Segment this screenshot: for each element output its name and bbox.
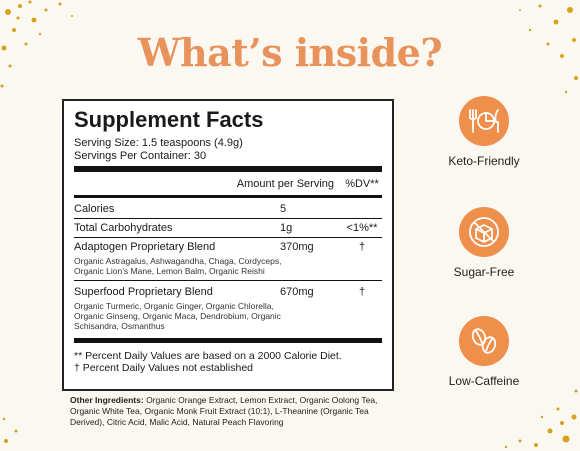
nutrient-amount: 370mg <box>280 241 314 253</box>
facts-row-calories: Calories 5 <box>74 200 382 218</box>
facts-row-superfood-blend: Superfood Proprietary Blend 670mg † <box>74 281 382 301</box>
serving-size: Serving Size: 1.5 teaspoons (4.9g) <box>74 137 243 149</box>
divider-thick <box>74 338 382 343</box>
nutrient-amount: 670mg <box>280 286 314 298</box>
badge-label: Keto-Friendly <box>448 154 520 168</box>
badge-sugar-free: Sugar-Free <box>441 207 527 279</box>
servings-per-container: Servings Per Container: 30 <box>74 150 207 162</box>
divider-thick <box>74 166 382 172</box>
dv-header: %DV** <box>345 178 379 190</box>
nutrient-dv: † <box>358 241 366 253</box>
coffee-bean-icon <box>459 316 509 366</box>
facts-row-carbohydrates: Total Carbohydrates 1g <1%** <box>74 219 382 237</box>
nutrient-amount: 1g <box>280 222 293 234</box>
footnote-not-established: † Percent Daily Values not established <box>74 362 253 374</box>
nutrient-dv: † <box>358 286 366 298</box>
other-ingredients: Other Ingredients: Organic Orange Extrac… <box>70 395 400 428</box>
nutrient-dv: <1%** <box>346 222 378 234</box>
facts-header-row: Amount per Serving %DV** <box>74 175 382 193</box>
badge-low-caffeine: Low-Caffeine <box>441 316 527 388</box>
nutrient-name: Calories <box>74 203 115 215</box>
supplement-facts-heading: Supplement Facts <box>74 107 264 132</box>
nutrient-name: Superfood Proprietary Blend <box>74 286 213 298</box>
amount-per-serving-header: Amount per Serving <box>236 178 334 190</box>
divider-medium <box>74 195 382 198</box>
adaptogen-blend-detail: Organic Astragalus, Ashwagandha, Chaga, … <box>74 256 282 276</box>
other-ingredients-text: Organic Orange Extract, Lemon Extract, O… <box>70 395 378 427</box>
badge-keto-friendly: Keto-Friendly <box>441 96 527 168</box>
divider-thin <box>74 218 382 219</box>
superfood-blend-detail: Organic Turmeric, Organic Ginger, Organi… <box>74 301 281 331</box>
supplement-facts-panel: Supplement Facts Serving Size: 1.5 teasp… <box>62 99 394 391</box>
nutrient-name: Adaptogen Proprietary Blend <box>74 241 216 253</box>
divider-thin <box>74 280 382 281</box>
badge-label: Sugar-Free <box>453 265 515 279</box>
nutrient-dv <box>342 202 382 216</box>
badge-label: Low-Caffeine <box>448 374 520 388</box>
other-ingredients-label: Other Ingredients: <box>70 395 144 405</box>
nutrient-amount: 5 <box>280 203 287 215</box>
footnote-daily-values: ** Percent Daily Values are based on a 2… <box>74 350 342 362</box>
no-sugar-cube-icon <box>459 207 509 257</box>
nutrient-name: Total Carbohydrates <box>74 222 173 234</box>
facts-row-adaptogen-blend: Adaptogen Proprietary Blend 370mg † <box>74 238 382 256</box>
plate-fork-knife-icon <box>459 96 509 146</box>
page-title: What’s inside? <box>137 30 443 75</box>
divider-thin <box>74 237 382 238</box>
spice-speckle-bottom-left <box>2 417 18 443</box>
